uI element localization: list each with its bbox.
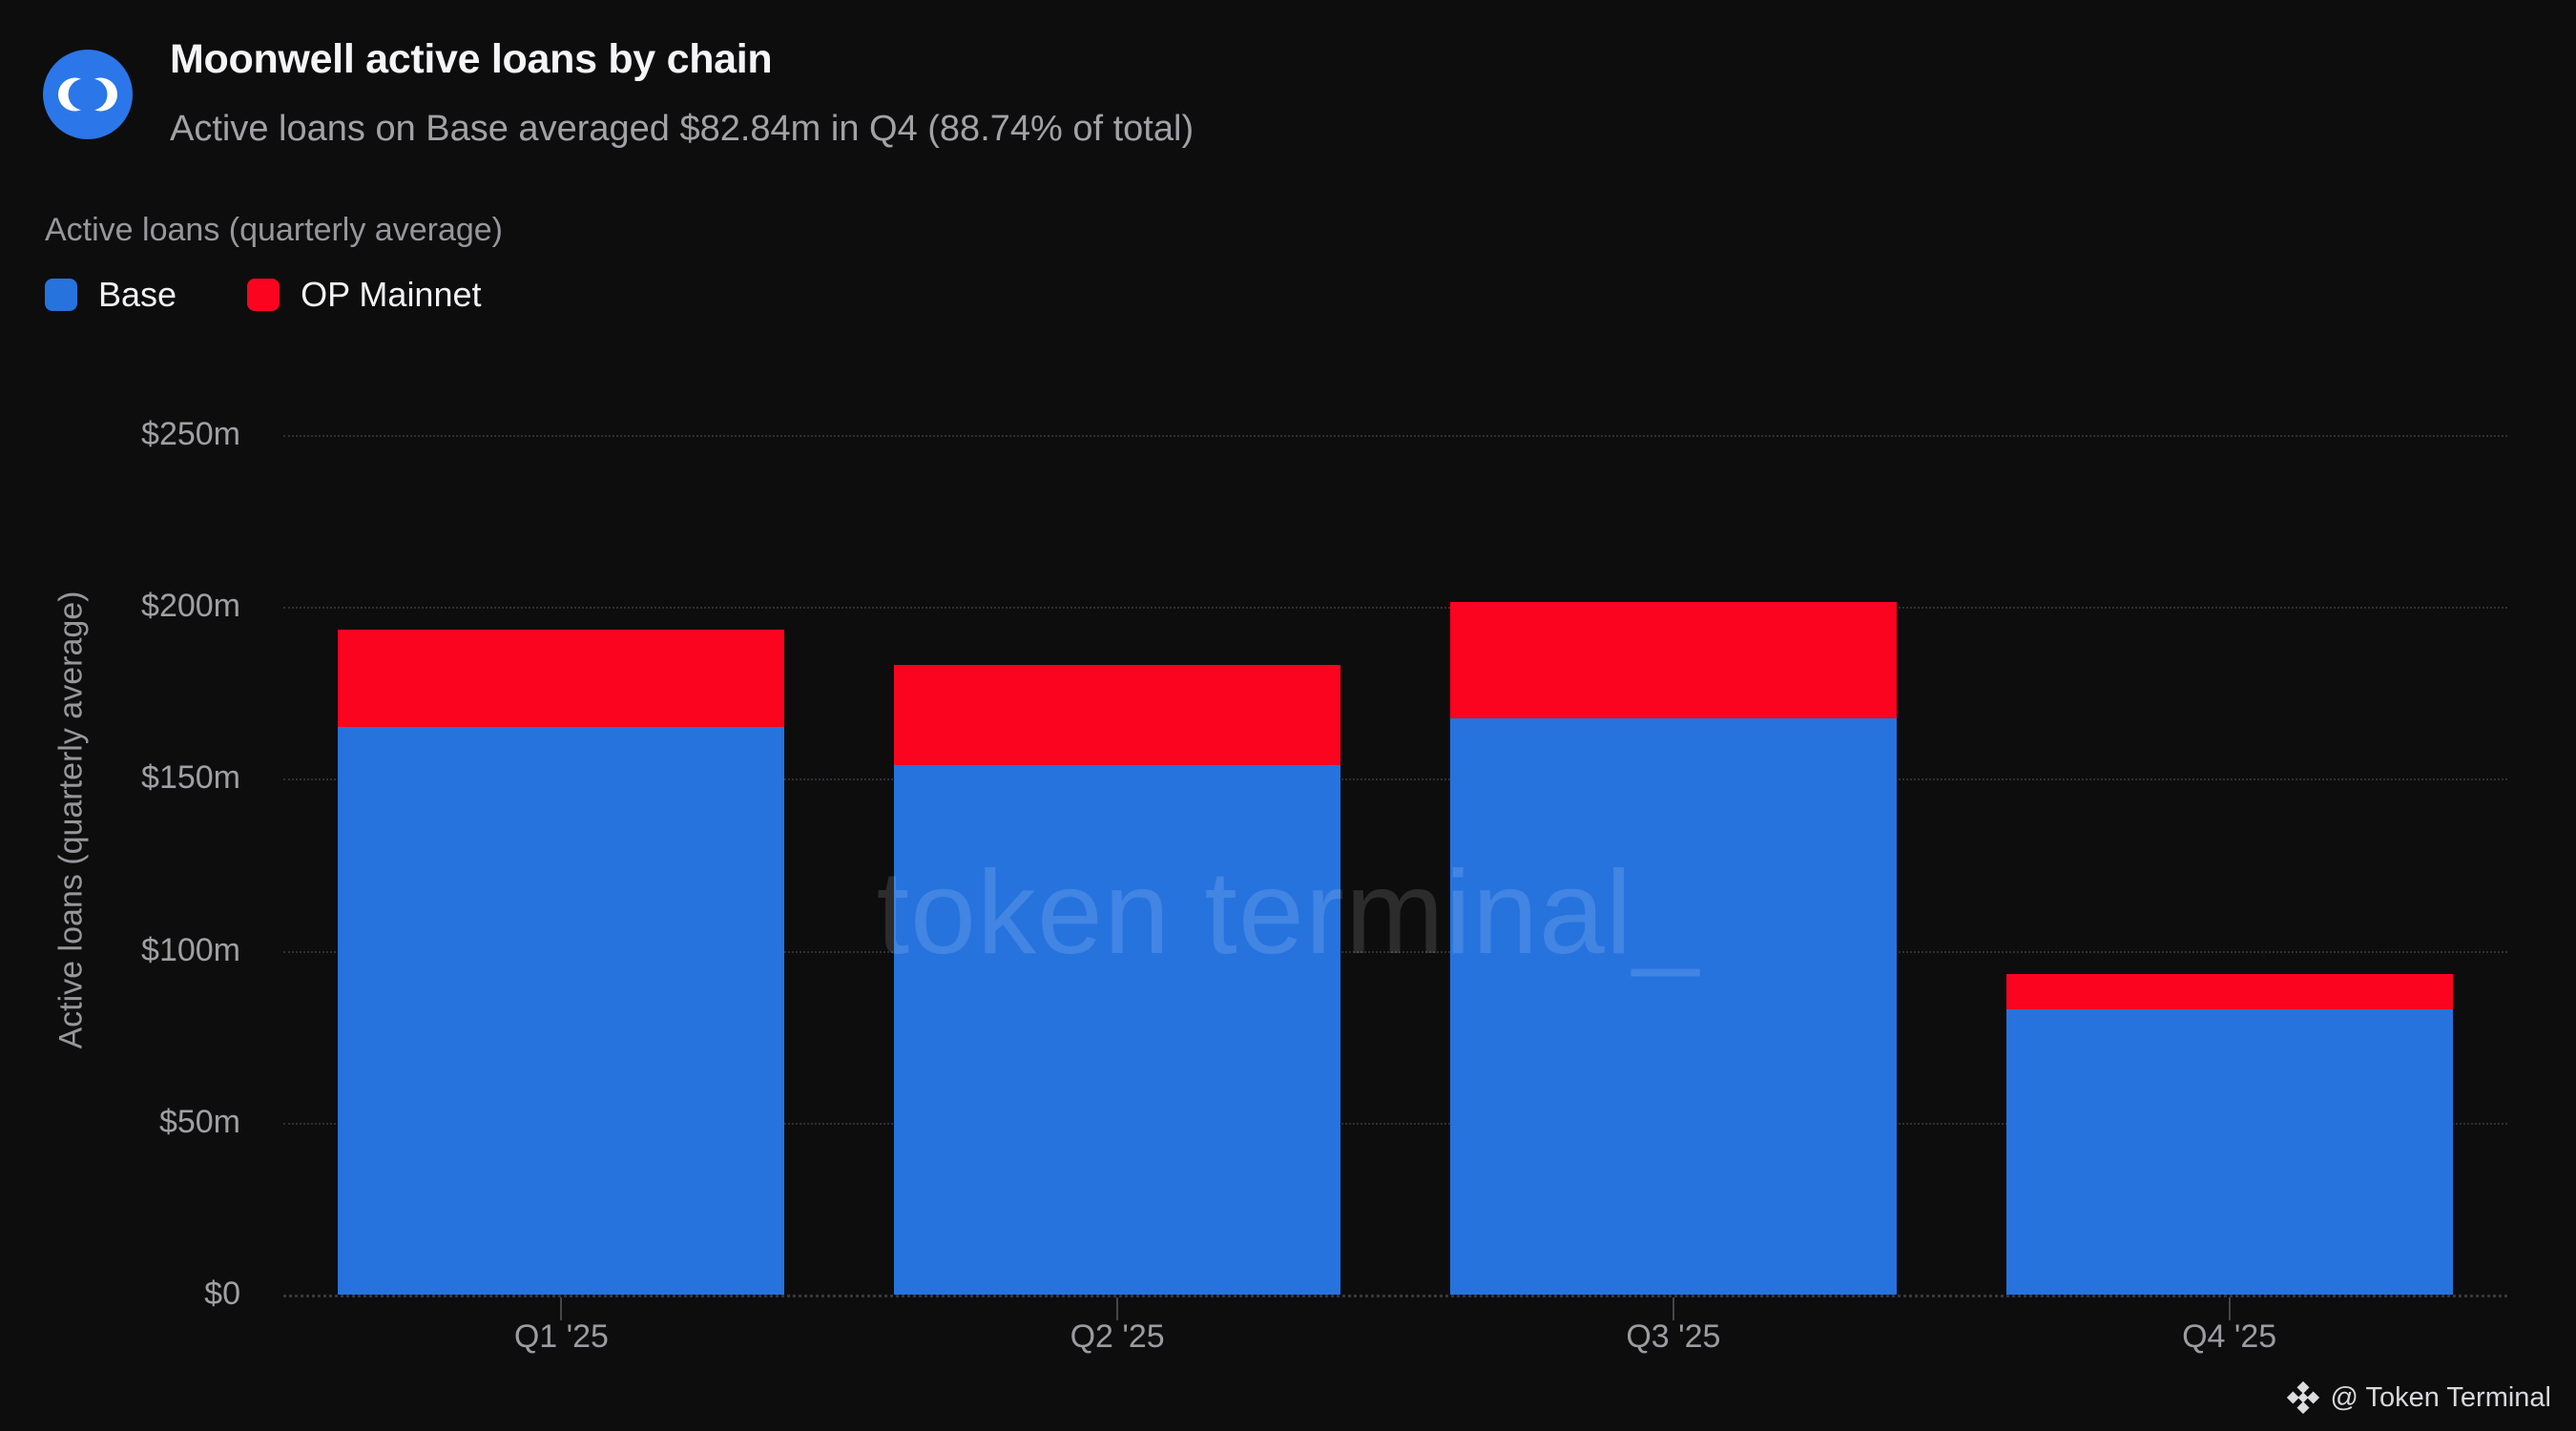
ytick-label-250m: $250m xyxy=(141,416,240,452)
bar-q2-25-base[interactable] xyxy=(894,764,1341,1295)
xtick-label-q2-25: Q2 '25 xyxy=(1070,1318,1165,1355)
bar-q4-25-base[interactable] xyxy=(2005,1009,2453,1295)
legend-label-base: Base xyxy=(98,275,177,314)
bar-group-q2-25[interactable] xyxy=(894,665,1341,1295)
bar-group-q4-25[interactable] xyxy=(2005,973,2453,1295)
gridline-200m xyxy=(283,607,2507,610)
xtick-q2-25 xyxy=(1116,1297,1119,1320)
plot-area xyxy=(283,435,2507,1297)
bar-group-q3-25[interactable] xyxy=(1449,601,1897,1295)
chart-title: Moonwell active loans by chain xyxy=(170,36,773,82)
legend-label-op-mainnet: OP Mainnet xyxy=(301,275,482,314)
legend-item-base[interactable]: Base xyxy=(45,275,177,315)
op-mainnet-swatch xyxy=(247,279,280,311)
binance-diamond-icon xyxy=(2286,1381,2319,1414)
xtick-q1-25 xyxy=(560,1297,563,1320)
bar-group-q1-25[interactable] xyxy=(338,630,785,1295)
bar-q3-25-base[interactable] xyxy=(1449,718,1897,1295)
chart-subtitle: Active loans on Base averaged $82.84m in… xyxy=(170,109,1195,149)
footer-text: @ Token Terminal xyxy=(2330,1381,2551,1413)
bar-q1-25-op-mainnet[interactable] xyxy=(338,630,785,728)
xtick-label-q1-25: Q1 '25 xyxy=(513,1318,609,1355)
footer-attribution: @ Token Terminal xyxy=(2286,1381,2551,1414)
gridline-250m xyxy=(283,435,2507,437)
gridline-150m xyxy=(283,778,2507,781)
bar-q3-25-op-mainnet[interactable] xyxy=(1449,601,1897,719)
base-swatch xyxy=(45,279,77,311)
ytick-label-0: $0 xyxy=(204,1275,240,1312)
xtick-q3-25 xyxy=(1672,1297,1674,1320)
gridline-100m xyxy=(283,950,2507,953)
y-axis-title: Active loans (quarterly average) xyxy=(52,591,90,1049)
legend-item-op-mainnet[interactable]: OP Mainnet xyxy=(247,275,482,315)
ytick-label-50m: $50m xyxy=(158,1103,240,1140)
bar-q1-25-base[interactable] xyxy=(338,727,785,1295)
ytick-label-150m: $150m xyxy=(141,759,240,797)
moonwell-logo-icon xyxy=(43,50,133,139)
metric-label: Active loans (quarterly average) xyxy=(45,212,504,248)
xtick-label-q4-25: Q4 '25 xyxy=(2182,1318,2277,1355)
gridline-50m xyxy=(283,1122,2507,1125)
ytick-label-100m: $100m xyxy=(141,931,240,968)
ytick-label-200m: $200m xyxy=(141,588,240,625)
legend: Base OP Mainnet xyxy=(45,275,482,315)
bar-q4-25-op-mainnet[interactable] xyxy=(2005,973,2453,1010)
xtick-q4-25 xyxy=(2228,1297,2231,1320)
xtick-label-q3-25: Q3 '25 xyxy=(1626,1318,1721,1355)
bar-q2-25-op-mainnet[interactable] xyxy=(894,665,1341,765)
